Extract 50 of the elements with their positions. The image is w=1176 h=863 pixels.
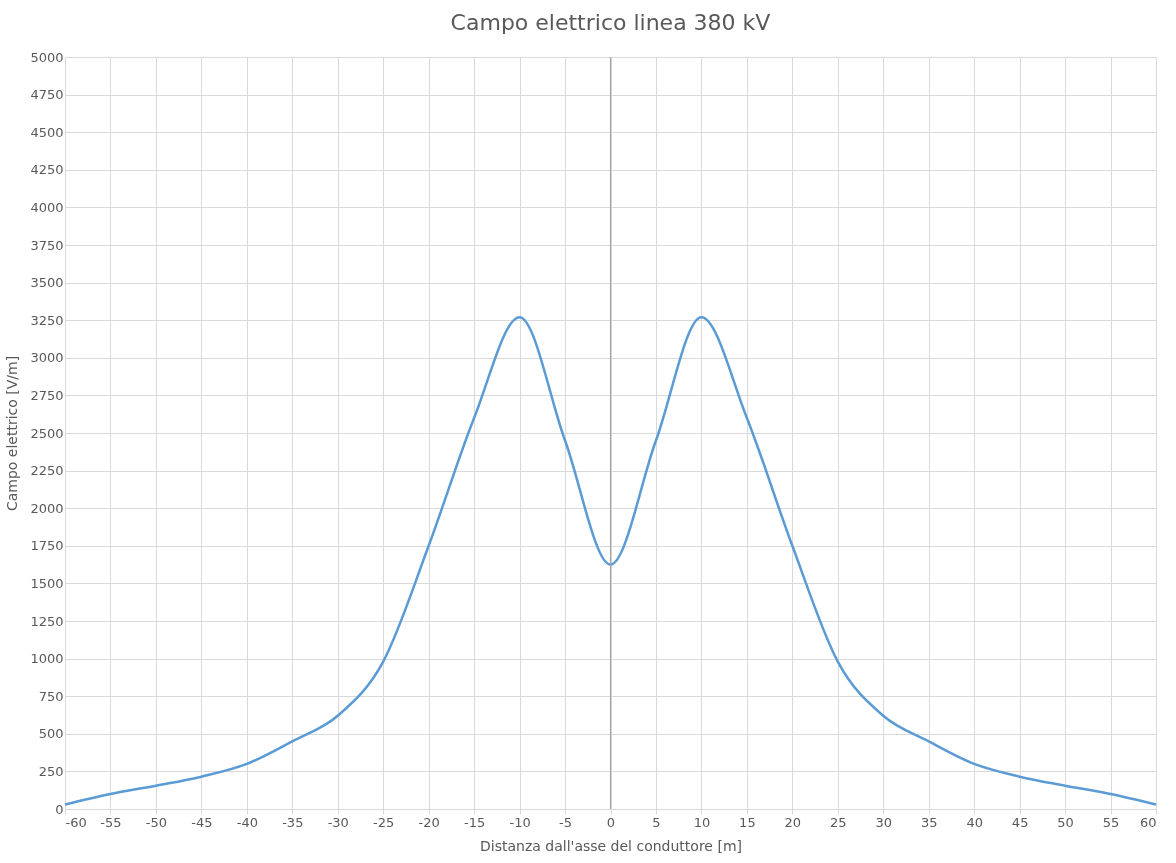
y-tick-label: 5000 [30, 49, 64, 65]
x-tick-label: -50 [145, 814, 168, 830]
x-tick-label: -55 [100, 814, 122, 830]
x-tick-label: -10 [509, 814, 531, 830]
x-tick-label: 45 [1011, 814, 1029, 830]
x-tick-label: 0 [606, 814, 616, 830]
y-tick-label: 4000 [30, 199, 64, 215]
x-tick-label: 10 [693, 814, 711, 830]
x-tick-label: 25 [830, 814, 847, 830]
x-tick-label: -25 [373, 814, 395, 830]
x-tick-label: 55 [1102, 814, 1120, 830]
y-tick-label: 750 [38, 688, 64, 704]
x-tick-label: 60 [1139, 814, 1157, 830]
x-tick-label: -45 [191, 814, 213, 830]
x-tick-label: 15 [739, 814, 756, 830]
x-tick-label: -35 [282, 814, 304, 830]
x-tick-label: 50 [1057, 814, 1074, 830]
y-tick-label: 1750 [30, 538, 64, 554]
y-tick-label: 2500 [30, 425, 64, 441]
y-axis-title: Campo elettrico [V/m] [4, 355, 21, 512]
y-tick-label: 1500 [30, 575, 64, 591]
x-tick-label: -5 [559, 814, 573, 830]
y-tick-label: 3750 [30, 237, 64, 253]
y-tick-label: 1250 [30, 613, 64, 629]
x-tick-label: 30 [875, 814, 893, 830]
x-tick-label: -60 [65, 814, 87, 830]
x-tick-label: 35 [920, 814, 938, 830]
y-tick-label: 0 [55, 801, 64, 817]
y-tick-label: 500 [38, 726, 64, 742]
y-tick-label: 3000 [30, 350, 64, 366]
y-tick-label: 4500 [30, 124, 64, 140]
x-tick-label: 20 [784, 814, 802, 830]
x-tick-label: 40 [966, 814, 983, 830]
chart-title: Campo elettrico linea 380 kV [450, 10, 771, 35]
y-tick-label: 3250 [30, 312, 64, 328]
x-tick-label: -30 [327, 814, 349, 830]
y-tick-label: 2250 [30, 463, 64, 479]
y-tick-label: 4750 [30, 87, 64, 103]
y-tick-label: 3500 [30, 275, 64, 291]
y-tick-label: 250 [38, 763, 64, 779]
x-tick-label: -15 [464, 814, 486, 830]
x-tick-label: 5 [652, 814, 661, 830]
y-tick-label: 2750 [30, 387, 64, 403]
x-tick-label: -20 [418, 814, 440, 830]
y-tick-label: 4250 [30, 162, 64, 178]
y-tick-label: 2000 [30, 500, 64, 516]
x-axis-title: Distanza dall'asse del conduttore [m] [480, 837, 742, 854]
line-series [63, 315, 1158, 806]
x-tick-label: -40 [236, 814, 258, 830]
y-tick-label: 1000 [30, 651, 64, 667]
